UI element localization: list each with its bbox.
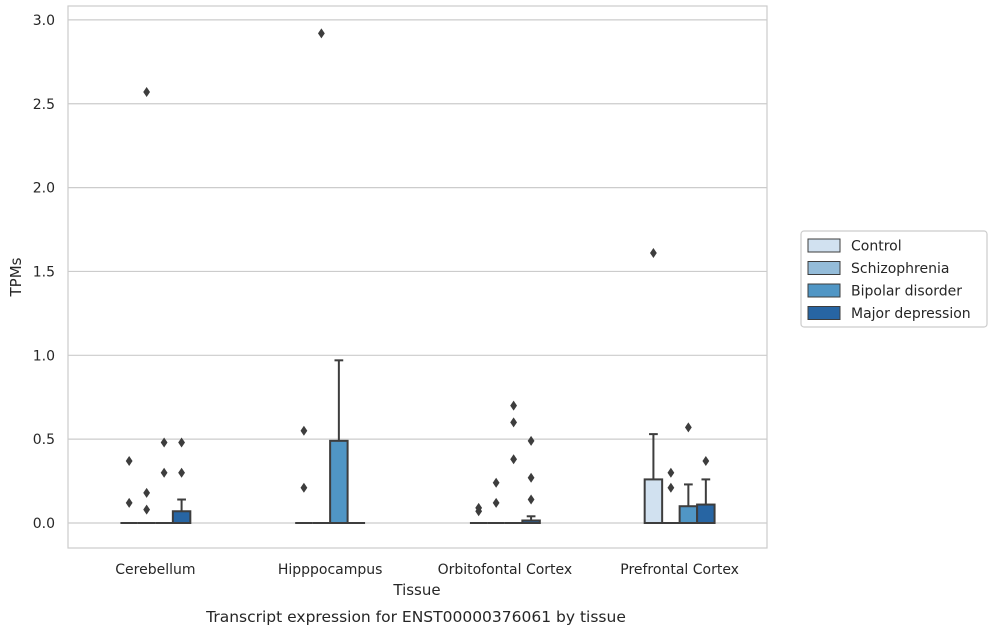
x-tick-label: Cerebellum [115, 562, 195, 578]
outlier-marker [527, 494, 535, 505]
box-iqr [678, 505, 699, 525]
legend-swatch [807, 238, 841, 253]
y-tick-label: 1.0 [33, 348, 55, 364]
legend-label: Bipolar disorder [851, 284, 962, 300]
outlier-marker [702, 455, 710, 466]
box-bipolar-disorder [504, 400, 523, 524]
box-schizophrenia [662, 467, 680, 524]
y-tick-label: 3.0 [33, 13, 55, 29]
box-schizophrenia [137, 87, 156, 524]
outlier-marker [143, 487, 151, 498]
box-iqr [696, 503, 716, 525]
outlier-marker [510, 454, 518, 465]
plot-frame [67, 5, 768, 549]
y-tick-label: 2.0 [33, 181, 55, 197]
box-iqr [329, 439, 349, 524]
x-axis-label: Tissue [392, 581, 440, 599]
outlier-marker [475, 502, 483, 513]
box-control [120, 455, 138, 524]
outlier-marker [160, 437, 168, 448]
box-schizophrenia [312, 28, 331, 524]
box-major-depression [171, 437, 192, 524]
outlier-marker [650, 248, 657, 259]
x-tick-label: Prefrontal Cortex [620, 562, 739, 578]
box-control [469, 502, 488, 524]
outlier-marker [143, 504, 151, 515]
legend-swatch [807, 306, 841, 320]
outlier-marker [667, 482, 675, 493]
legend-swatch [807, 261, 841, 275]
outlier-marker [125, 455, 133, 466]
y-tick-labels: 0.0 0.5 1.0 1.5 2.0 2.5 3.0 [33, 13, 55, 532]
boxes-layer [120, 28, 716, 525]
outlier-marker [300, 482, 308, 493]
outlier-marker [178, 437, 185, 448]
legend: Control Schizophrenia Bipolar disorder Majo… [800, 230, 988, 328]
legend-label: Major depression [851, 306, 971, 322]
box-control [643, 248, 664, 525]
box-schizophrenia [487, 477, 505, 524]
legend-swatch [807, 283, 841, 298]
y-tick-label: 2.5 [33, 97, 55, 113]
outlier-marker [125, 497, 133, 508]
y-tick-label: 1.5 [33, 264, 55, 280]
box-bipolar-disorder [678, 422, 699, 525]
chart-caption: Transcript expression for ENST0000037606… [205, 608, 626, 626]
legend-label: Control [851, 239, 902, 255]
box-control [295, 425, 313, 524]
box-major-depression [521, 435, 541, 524]
box-bipolar-disorder [329, 359, 349, 524]
outlier-marker [667, 467, 675, 478]
outlier-marker [160, 467, 168, 478]
x-tick-labels: Cerebellum Hipppocampus Orbitofontal Corte… [115, 562, 739, 578]
legend-frame [800, 230, 988, 328]
outlier-marker [300, 425, 308, 436]
box-bipolar-disorder [155, 437, 173, 524]
outlier-marker [684, 422, 692, 433]
outlier-marker [143, 87, 151, 98]
box-major-depression [696, 455, 716, 525]
y-axis-label: TPMs [7, 257, 25, 297]
y-tick-label: 0.5 [33, 432, 55, 448]
outlier-marker [492, 497, 500, 508]
gridlines [68, 19, 767, 524]
outlier-marker [527, 472, 535, 483]
outlier-marker [527, 435, 535, 446]
box-iqr [643, 478, 664, 525]
legend-label: Schizophrenia [851, 261, 949, 277]
outlier-marker [510, 417, 518, 428]
y-tick-label: 0.0 [33, 516, 55, 532]
box-iqr [171, 510, 192, 524]
outlier-marker [178, 467, 185, 478]
x-tick-label: Hipppocampus [278, 562, 383, 578]
x-tick-label: Orbitofontal Cortex [438, 562, 573, 578]
outlier-marker [492, 477, 500, 488]
outlier-marker [317, 28, 325, 39]
outlier-marker [510, 400, 518, 411]
